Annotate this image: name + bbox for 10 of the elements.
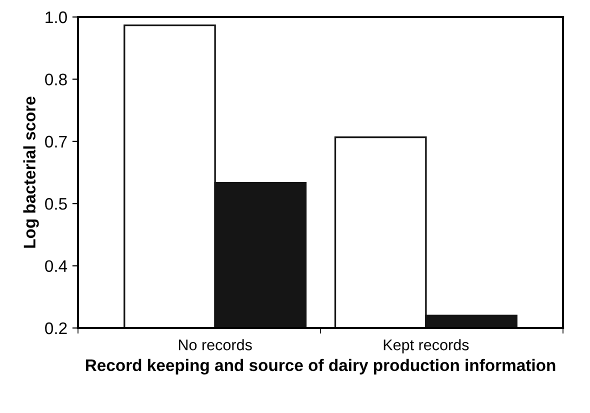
x-tick-label: No records [178, 339, 252, 350]
y-tick-label: 0.4 [45, 260, 68, 272]
x-axis-title: Record keeping and source of dairy production information [86, 358, 556, 375]
x-tick-label: Kept records [384, 339, 469, 354]
y-tick-label: 0.2 [45, 322, 67, 334]
y-tick-label: 0.8 [45, 74, 67, 86]
y-axis-title: Log bacterial score [23, 96, 39, 248]
y-tick-label: 0.7 [45, 136, 67, 148]
y-tick-label: 1.0 [46, 11, 67, 24]
y-tick-label: 0.5 [45, 198, 67, 210]
